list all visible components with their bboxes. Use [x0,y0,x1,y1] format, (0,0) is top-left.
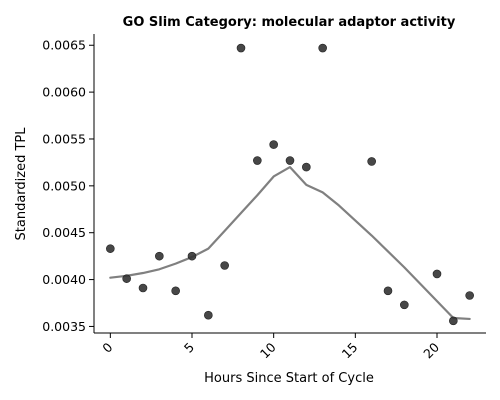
y-tick-label: 0.0055 [42,131,86,146]
scatter-point [318,43,327,53]
scatter-point [465,291,474,300]
scatter-point [285,156,295,165]
scatter-point [204,310,213,320]
y-tick-label: 0.0065 [42,38,86,53]
scatter-point [187,251,197,261]
x-axis-ticks: 0 5 10 15 20 [99,333,442,361]
y-axis-ticks: 0.0035 0.0040 0.0045 0.0050 0.0055 0.0060 0.00… [42,38,94,334]
x-tick-label: 15 [339,340,361,362]
chart-title: GO Slim Category: molecular adaptor acti… [123,15,456,30]
scatter-point [155,251,164,261]
x-tick-label: 10 [257,339,279,361]
x-tick-label: 5 [181,340,197,356]
y-tick-label: 0.0045 [42,225,86,240]
scatter-point [236,43,246,53]
plot-area [106,43,474,326]
scatter-point [171,286,180,296]
scatter-point [432,269,442,279]
scatter-point [383,286,393,296]
y-tick-label: 0.0040 [42,272,86,287]
y-tick-label: 0.0060 [42,85,86,100]
scatter-point [122,274,131,283]
scatter-point [106,244,115,253]
trend-line [109,166,471,321]
scatter-point [220,261,229,270]
scatter-point [367,157,376,166]
x-tick-label: 0 [99,339,115,355]
scatter-point [269,140,278,149]
y-tick-label: 0.0050 [42,178,86,193]
x-tick-label: 20 [420,339,442,361]
scatter-point [138,283,148,293]
scatter-point [253,156,262,165]
scatter-point [449,316,458,326]
y-axis-label: Standardized TPL [14,127,29,241]
x-axis-label: Hours Since Start of Cycle [204,371,374,386]
scatter-point [302,162,311,172]
y-tick-label: 0.0035 [42,319,86,334]
scatter-point [400,300,409,310]
